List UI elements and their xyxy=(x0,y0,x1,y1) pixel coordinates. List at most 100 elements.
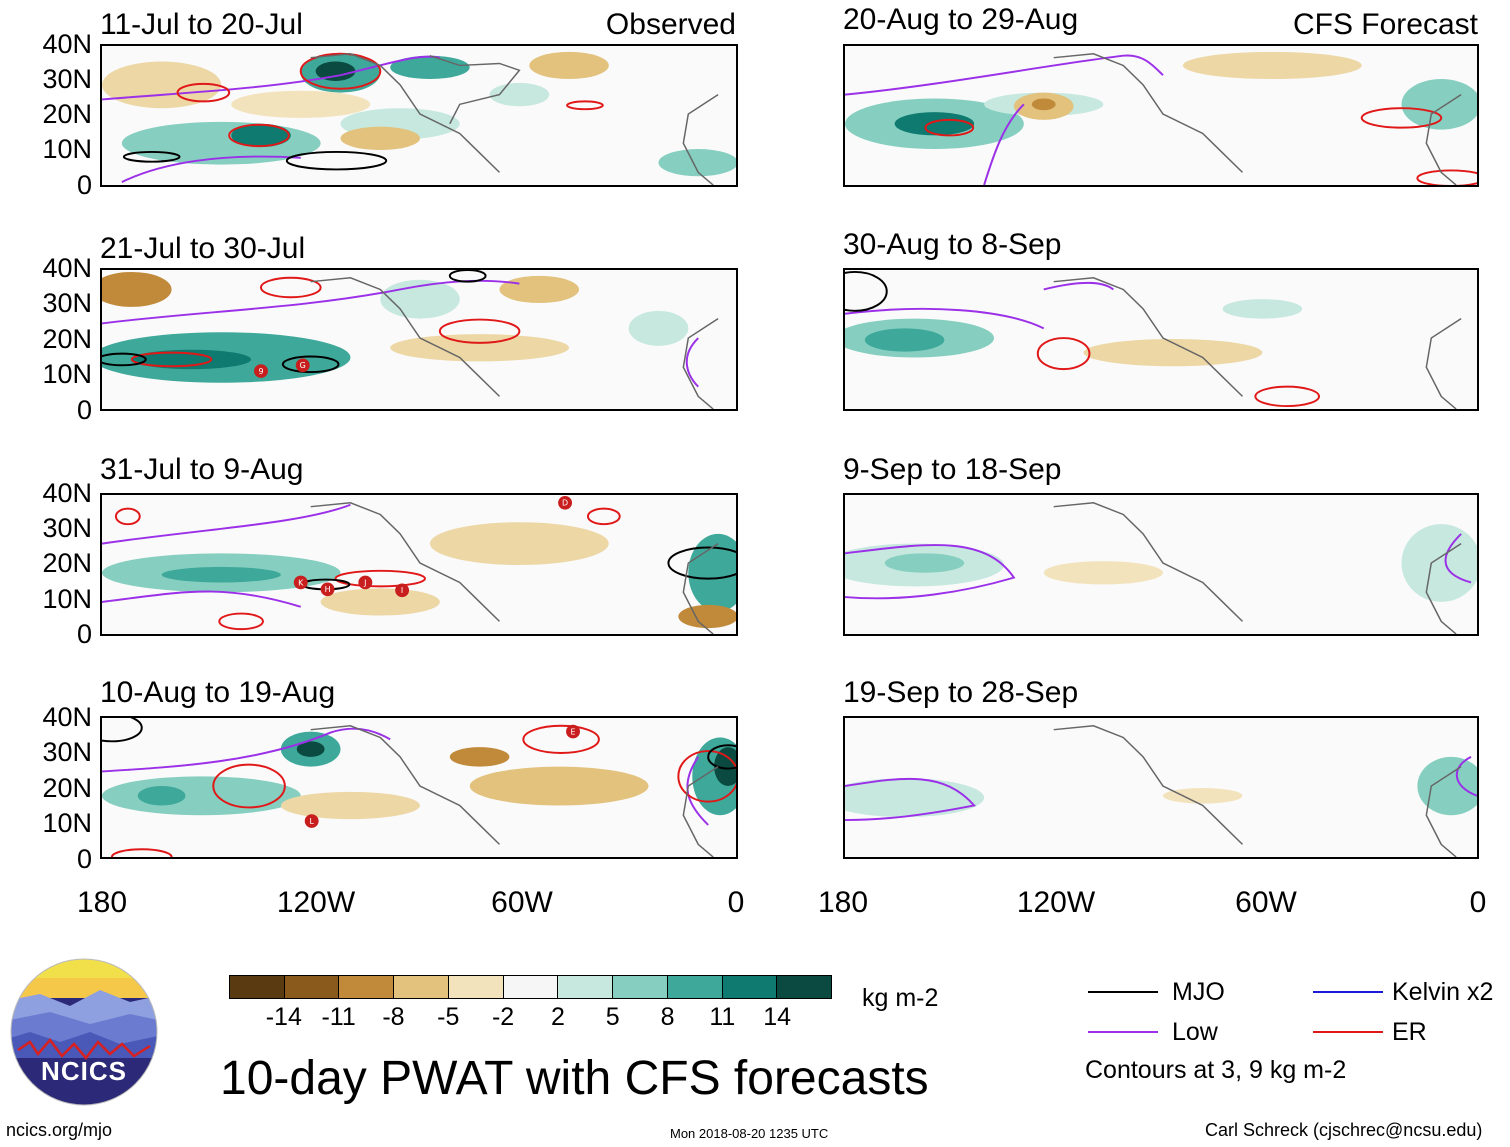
colorbar-cell xyxy=(612,976,667,998)
figure-title: 10-day PWAT with CFS forecasts xyxy=(220,1052,929,1105)
footer-url[interactable]: ncics.org/mjo xyxy=(6,1120,113,1140)
lon-label: 60W xyxy=(1235,886,1297,919)
dry-anomaly xyxy=(102,271,172,307)
lon-label: 120W xyxy=(1016,886,1096,919)
storm-label: G xyxy=(300,361,306,370)
coastline xyxy=(1425,765,1462,857)
lat-label: 10N xyxy=(42,359,92,389)
er-contour xyxy=(228,123,290,148)
moist-anomaly xyxy=(628,310,689,346)
lat-label: 20N xyxy=(42,99,92,129)
moist-anomaly xyxy=(296,741,325,757)
lat-label: 20N xyxy=(42,324,92,354)
moist-anomaly xyxy=(137,786,186,806)
kelvin-swatch xyxy=(1313,991,1383,993)
lat-label: 30N xyxy=(42,513,92,543)
dry-anomaly xyxy=(1182,51,1362,80)
moist-anomaly xyxy=(1417,756,1477,816)
dry-anomaly xyxy=(1083,339,1263,367)
low-contour xyxy=(845,777,977,822)
storm-label: L xyxy=(309,817,314,826)
map-panel-2: 9 G xyxy=(100,268,738,411)
storm-marker: I xyxy=(395,583,410,598)
colorbar-cell xyxy=(338,976,394,998)
panel-4-title: 10-Aug to 19-Aug xyxy=(100,676,336,709)
moist-anomaly xyxy=(102,776,301,816)
storm-marker: L xyxy=(304,814,319,828)
panel-1-title: 11-Jul to 20-Jul xyxy=(100,8,303,41)
lat-label: 40N xyxy=(42,29,92,59)
dry-anomaly xyxy=(1043,561,1163,585)
er-contour xyxy=(260,276,322,299)
lon-label: 180 xyxy=(76,886,128,919)
er-contour xyxy=(176,82,231,103)
moist-anomaly xyxy=(884,553,965,573)
storm-label: D xyxy=(562,499,568,508)
low-contour xyxy=(983,103,1025,185)
mjo-contour xyxy=(102,352,147,367)
colorbar-tick-label: 14 xyxy=(763,1003,792,1031)
er-contour xyxy=(1416,169,1477,185)
low-contour xyxy=(102,55,441,101)
low-contour xyxy=(102,727,391,773)
er-contour xyxy=(586,507,621,526)
colorbar-cell xyxy=(502,976,558,998)
moist-anomaly xyxy=(845,778,985,818)
legend-kelvin-label: Kelvin x2 xyxy=(1392,978,1494,1006)
colorbar-tick-label: -11 xyxy=(321,1003,356,1031)
low-contour xyxy=(685,337,699,388)
mjo-contour xyxy=(281,355,340,374)
coastline xyxy=(310,725,501,845)
mjo-contour xyxy=(448,270,487,283)
low-contour xyxy=(845,307,1045,330)
colorbar-unit: kg m-2 xyxy=(862,984,939,1012)
footer-author: Carl Schreck (cjschrec@ncsu.edu) xyxy=(1205,1120,1483,1140)
low-contour xyxy=(845,544,1016,600)
coastline xyxy=(1425,317,1462,409)
lat-label: 40N xyxy=(42,478,92,508)
coastline xyxy=(1053,53,1244,173)
lon-label: 120W xyxy=(276,886,356,919)
low-contour xyxy=(102,503,351,545)
coastline xyxy=(310,53,501,173)
er-contour xyxy=(1254,385,1320,408)
moist-anomaly xyxy=(714,747,736,787)
coastline xyxy=(310,502,501,622)
lat-label: 0 xyxy=(76,844,92,874)
colorbar-cell xyxy=(393,976,448,998)
lat-label: 30N xyxy=(42,288,92,318)
colorbar-cell xyxy=(666,976,722,998)
colorbar-cell xyxy=(447,976,503,998)
storm-label: E xyxy=(571,728,576,737)
low-contour xyxy=(1043,281,1114,291)
mjo-contour xyxy=(285,150,388,171)
lat-label: 40N xyxy=(42,253,92,283)
coastline xyxy=(682,765,719,857)
colorbar-cell xyxy=(283,976,339,998)
dry-anomaly xyxy=(469,766,649,806)
low-contour xyxy=(845,54,1164,96)
low-contour xyxy=(1455,756,1477,797)
storm-marker: G xyxy=(295,358,310,373)
map-panel-4: E L xyxy=(100,716,738,859)
observed-label: Observed xyxy=(605,8,736,41)
colorbar-cell xyxy=(557,976,613,998)
logo-text: NCICS xyxy=(41,1056,127,1086)
colorbar-tick-label: 11 xyxy=(709,1003,736,1031)
lat-label: 40N xyxy=(42,702,92,732)
dry-anomaly xyxy=(449,747,510,767)
panel-7-title: 9-Sep to 18-Sep xyxy=(843,453,1062,486)
coastline xyxy=(1053,277,1244,397)
colorbar-tick-label: -14 xyxy=(265,1003,302,1031)
mjo-contour xyxy=(845,270,888,312)
er-contour xyxy=(299,52,382,90)
coastline xyxy=(682,542,719,634)
dry-anomaly xyxy=(280,791,420,820)
moist-anomaly xyxy=(864,328,945,352)
moist-anomaly xyxy=(315,61,356,81)
storm-label: H xyxy=(325,585,331,594)
er-swatch xyxy=(1313,1031,1383,1033)
er-contour xyxy=(1036,337,1091,371)
colorbar-tick-label: 8 xyxy=(660,1003,675,1031)
low-contour xyxy=(1444,533,1472,584)
